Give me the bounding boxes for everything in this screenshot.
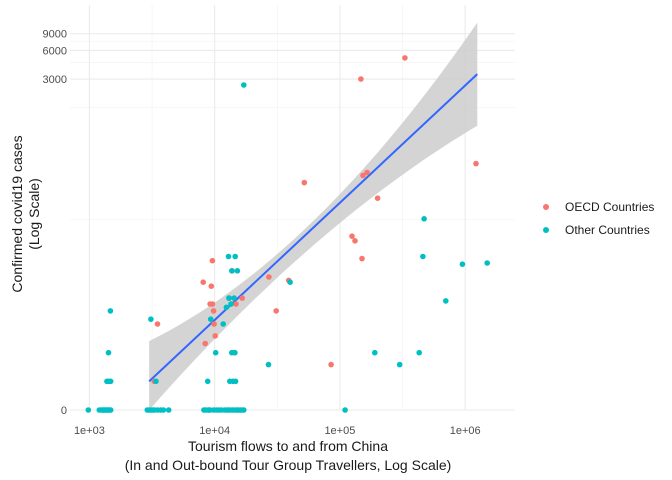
point-oecd (233, 301, 239, 307)
point-other (220, 321, 226, 327)
legend: OECD Countries Other Countries (543, 200, 654, 237)
y-tick-label: 6000 (43, 45, 67, 57)
point-other (107, 308, 114, 314)
y-tick-label: 3000 (43, 74, 67, 86)
data-points (85, 55, 491, 413)
point-other (85, 407, 92, 413)
point-other (232, 349, 238, 356)
point-other (207, 316, 214, 323)
point-other (287, 279, 293, 286)
trend-line-layer (148, 73, 478, 383)
x-tick-label: 1e+06 (450, 425, 481, 437)
point-other (206, 407, 213, 413)
trend-line (148, 73, 478, 383)
point-oecd (301, 179, 308, 186)
point-oecd (209, 257, 216, 264)
point-oecd (154, 321, 161, 327)
point-other (416, 349, 423, 356)
point-other (459, 261, 466, 268)
y-tick-labels: 0 3000 6000 9000 (43, 29, 67, 417)
point-oecd (473, 160, 479, 167)
point-oecd (202, 340, 208, 347)
point-other (165, 407, 172, 413)
point-oecd (374, 195, 381, 201)
x-axis-title-line2: (In and Out-bound Tour Group Travellers,… (125, 457, 452, 473)
y-tick-label: 9000 (43, 29, 67, 41)
point-oecd (364, 169, 370, 176)
legend-label-oecd: OECD Countries (565, 200, 654, 214)
confidence-band-layer (149, 22, 478, 410)
x-tick-label: 1e+04 (199, 425, 230, 437)
point-other (443, 298, 449, 304)
point-oecd (349, 233, 355, 239)
point-oecd (360, 172, 366, 179)
point-other (105, 349, 112, 356)
point-other (342, 407, 348, 413)
y-tick-label: 0 (61, 405, 67, 417)
x-tick-label: 1e+05 (324, 425, 355, 437)
point-other (241, 82, 247, 88)
y-axis-title-line2: (Log Scale) (26, 178, 42, 250)
point-oecd (208, 283, 215, 290)
point-other (204, 378, 211, 385)
point-other (212, 349, 219, 356)
point-other (228, 301, 234, 307)
point-other (223, 304, 230, 311)
point-other (420, 253, 426, 260)
point-oecd (352, 238, 358, 244)
point-other (231, 295, 237, 301)
point-oecd (211, 321, 217, 327)
legend-key-oecd (543, 204, 549, 210)
point-other (153, 378, 159, 385)
point-oecd (273, 308, 280, 314)
point-other (265, 361, 272, 368)
point-oecd (239, 295, 245, 301)
x-tick-label: 1e+03 (74, 425, 105, 437)
point-other (421, 216, 427, 222)
point-oecd (209, 301, 216, 307)
point-other (232, 253, 238, 260)
point-other (148, 316, 154, 323)
point-other (396, 361, 403, 368)
point-oecd (359, 255, 365, 262)
point-other (225, 253, 232, 260)
point-other (232, 378, 239, 385)
point-other (484, 260, 491, 266)
point-oecd (358, 76, 364, 82)
point-other (229, 268, 235, 274)
x-axis-title-line1: Tourism flows to and from China (188, 438, 388, 454)
confidence-band (149, 22, 478, 410)
point-oecd (402, 55, 408, 61)
x-tick-labels: 1e+03 1e+04 1e+05 1e+06 (74, 425, 481, 437)
legend-label-other: Other Countries (565, 223, 650, 237)
legend-key-other (543, 227, 549, 233)
point-oecd (210, 308, 217, 314)
point-other (160, 407, 167, 413)
point-other (107, 378, 114, 385)
point-other (234, 268, 241, 274)
point-oecd (328, 361, 334, 368)
point-other (372, 349, 378, 356)
point-other (241, 407, 247, 413)
point-oecd (266, 274, 272, 280)
point-oecd (212, 333, 218, 339)
point-other (107, 407, 114, 413)
point-oecd (200, 279, 206, 286)
y-axis-title-line1: Confirmed covid19 cases (9, 135, 25, 292)
point-other (226, 295, 232, 301)
